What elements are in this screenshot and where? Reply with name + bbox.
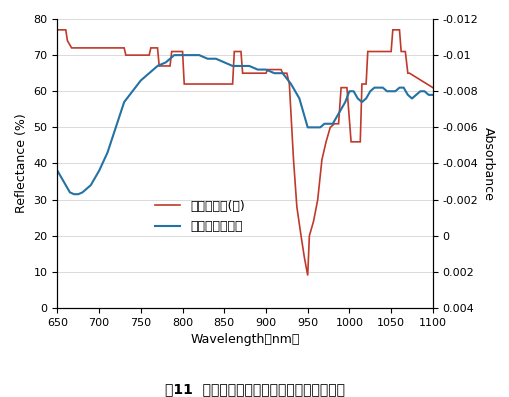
すくなかぼちゃ — [263, 67, 269, 72]
すくなかぼちゃ — [54, 168, 61, 173]
スクロース(糖) — [304, 273, 310, 278]
Legend: スクロース(糖), すくなかぼちゃ: スクロース(糖), すくなかぼちゃ — [150, 195, 249, 238]
X-axis label: Wavelength（nm）: Wavelength（nm） — [190, 333, 299, 346]
スクロース(糖) — [54, 27, 61, 32]
すくなかぼちゃ — [154, 64, 160, 68]
Y-axis label: Absorbance: Absorbance — [481, 127, 494, 200]
すくなかぼちゃ — [379, 85, 385, 90]
すくなかぼちゃ — [171, 53, 177, 58]
すくなかぼちゃ — [196, 53, 202, 58]
Line: スクロース(糖): スクロース(糖) — [58, 30, 432, 276]
Text: 図11  かぼちゃの分光反射特性と吸光度分布: 図11 かぼちゃの分光反射特性と吸光度分布 — [165, 382, 344, 396]
スクロース(糖) — [286, 82, 292, 87]
すくなかぼちゃ — [71, 192, 77, 197]
すくなかぼちゃ — [79, 190, 86, 195]
すくなかぼちゃ — [271, 71, 277, 75]
Line: すくなかぼちゃ: すくなかぼちゃ — [58, 55, 432, 194]
スクロース(糖) — [335, 121, 341, 126]
スクロース(糖) — [279, 71, 285, 75]
すくなかぼちゃ — [429, 93, 435, 97]
スクロース(糖) — [429, 85, 435, 90]
Y-axis label: Reflectance (%): Reflectance (%) — [15, 114, 28, 213]
スクロース(糖) — [406, 71, 412, 75]
スクロース(糖) — [189, 82, 195, 87]
スクロース(糖) — [181, 82, 187, 87]
